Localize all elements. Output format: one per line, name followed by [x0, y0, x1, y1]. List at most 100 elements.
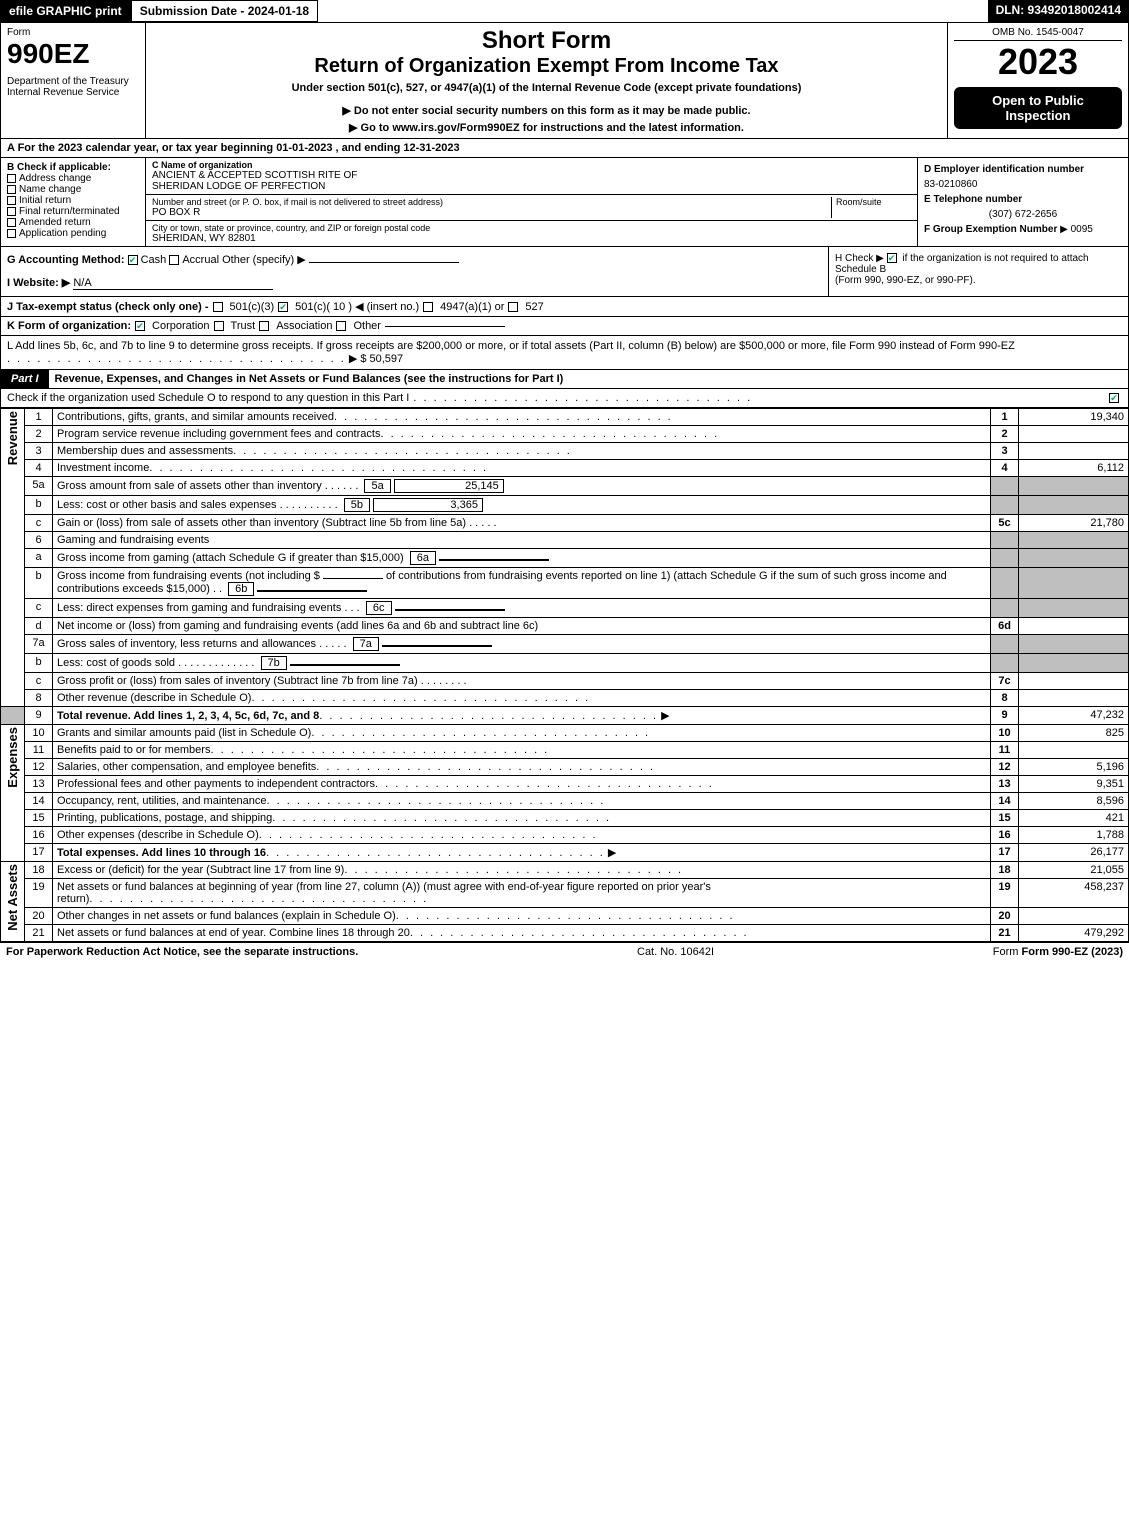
application-pending-checkbox[interactable] [7, 229, 16, 238]
line-19-amt: 458,237 [1019, 879, 1129, 908]
line-13-desc: Professional fees and other payments to … [57, 778, 375, 790]
line-14-rnum: 14 [991, 793, 1019, 810]
line-21-num: 21 [25, 925, 53, 942]
line-6b-gray [991, 568, 1019, 599]
line-15-rnum: 15 [991, 810, 1019, 827]
k-corp-checkbox[interactable] [135, 321, 145, 331]
name-change-checkbox[interactable] [7, 185, 16, 194]
bcd-block: B Check if applicable: Address change Na… [0, 158, 1129, 247]
j-501c3-checkbox[interactable] [213, 302, 223, 312]
amended-return-checkbox[interactable] [7, 218, 16, 227]
line-7b-desc: Less: cost of goods sold [57, 657, 175, 669]
accrual-label: Accrual [182, 254, 219, 266]
line-2-rnum: 2 [991, 426, 1019, 443]
line-18-amt: 21,055 [1019, 862, 1129, 879]
section-g: G Accounting Method: Cash Accrual Other … [1, 247, 828, 296]
d-ein-label: D Employer identification number [924, 164, 1084, 175]
line-5b-gray [991, 496, 1019, 515]
line-13-rnum: 13 [991, 776, 1019, 793]
dots: . . . . . . . . . . . . . . . . . . . . … [210, 744, 549, 756]
line-5a-desc: Gross amount from sale of assets other t… [57, 480, 322, 492]
line-6-num: 6 [25, 532, 53, 549]
final-return-checkbox[interactable] [7, 207, 16, 216]
line-10-amt: 825 [1019, 725, 1129, 742]
irs-label: Internal Revenue Service [7, 87, 139, 98]
j-527-checkbox[interactable] [508, 302, 518, 312]
dots: . . . . . . . . . . . . . . . . . . . . … [319, 710, 658, 722]
schedule-o-checkbox[interactable] [1109, 393, 1119, 403]
cash-checkbox[interactable] [128, 255, 138, 265]
line-20-desc: Other changes in net assets or fund bala… [57, 910, 396, 922]
dots: . . . . . . . . . . . . . . . . . . . . … [267, 795, 606, 807]
line-6-desc: Gaming and fundraising events [53, 532, 991, 549]
line-5a-gray [991, 477, 1019, 496]
dots: . . . . . . . . . . . . . . . . . . . . … [410, 927, 749, 939]
line-9-amt: 47,232 [1019, 707, 1129, 725]
line-17-num: 17 [25, 844, 53, 862]
k-corp: Corporation [152, 320, 209, 332]
dots: . . . . . . . . . . . . . . . . . . . . … [334, 411, 673, 423]
h-check-label: H Check ▶ [835, 253, 884, 264]
line-3-amt [1019, 443, 1129, 460]
line-15-num: 15 [25, 810, 53, 827]
line-10-rnum: 10 [991, 725, 1019, 742]
addr-change-label: Address change [19, 173, 91, 184]
part-1-table: Revenue 1 Contributions, gifts, grants, … [0, 408, 1129, 942]
line-11-rnum: 11 [991, 742, 1019, 759]
part-1-header: Part I Revenue, Expenses, and Changes in… [0, 370, 1129, 389]
line-2-num: 2 [25, 426, 53, 443]
org-name-1: ANCIENT & ACCEPTED SCOTTISH RITE OF [152, 170, 911, 181]
tax-year: 2023 [954, 41, 1122, 83]
accrual-checkbox[interactable] [169, 255, 179, 265]
line-1-num: 1 [25, 409, 53, 426]
amended-return-label: Amended return [19, 217, 91, 228]
line-6c-num: c [25, 599, 53, 618]
j-4947-checkbox[interactable] [423, 302, 433, 312]
efile-print-button[interactable]: efile GRAPHIC print [0, 0, 131, 22]
j-label: J Tax-exempt status (check only one) - [7, 301, 209, 313]
f-group-label: F Group Exemption Number [924, 224, 1057, 235]
line-8-rnum: 8 [991, 690, 1019, 707]
line-7b-num: b [25, 654, 53, 673]
line-19-rnum: 19 [991, 879, 1019, 908]
i-website-label: I Website: ▶ [7, 277, 70, 289]
line-5c-desc: Gain or (loss) from sale of assets other… [57, 517, 466, 529]
section-b-title: B Check if applicable: [7, 162, 139, 173]
line-5c-amt: 21,780 [1019, 515, 1129, 532]
line-11-desc: Benefits paid to or for members [57, 744, 210, 756]
org-address: PO BOX R [152, 207, 831, 218]
j-501c-checkbox[interactable] [278, 302, 288, 312]
go-to-link[interactable]: ▶ Go to www.irs.gov/Form990EZ for instru… [152, 121, 941, 134]
part-1-check: Check if the organization used Schedule … [0, 389, 1129, 408]
dots: . . . . . . . . . . . . . . . . . . . . … [89, 893, 428, 905]
line-5b-box: 5b [344, 498, 370, 512]
page-footer: For Paperwork Reduction Act Notice, see … [0, 942, 1129, 961]
h-checkbox[interactable] [887, 253, 897, 263]
ein-value: 83-0210860 [924, 177, 1122, 192]
j-opt3: 4947(a)(1) or [440, 301, 504, 313]
addr-change-checkbox[interactable] [7, 174, 16, 183]
section-a: A For the 2023 calendar year, or tax yea… [0, 139, 1129, 158]
line-12-rnum: 12 [991, 759, 1019, 776]
line-17-amt: 26,177 [1019, 844, 1129, 862]
k-trust-checkbox[interactable] [214, 321, 224, 331]
submission-date: Submission Date - 2024-01-18 [131, 0, 318, 22]
dots: . . . . . . . . . . . . . . . . . . . . … [259, 829, 598, 841]
section-j: J Tax-exempt status (check only one) - 5… [0, 297, 1129, 317]
initial-return-checkbox[interactable] [7, 196, 16, 205]
e-phone-label: E Telephone number [924, 194, 1022, 205]
line-6b-num: b [25, 568, 53, 599]
line-6b-box: 6b [228, 582, 254, 596]
website-value: N/A [73, 277, 273, 290]
line-10-num: 10 [25, 725, 53, 742]
line-7b-box: 7b [261, 656, 287, 670]
section-l: L Add lines 5b, 6c, and 7b to line 9 to … [0, 336, 1129, 370]
dots: . . . . . . . . . . . . . . . . . . . . … [380, 428, 719, 440]
dots: . . . . . . . . . . . . . . . . . . . . … [375, 778, 714, 790]
line-16-num: 16 [25, 827, 53, 844]
part-1-title: Revenue, Expenses, and Changes in Net As… [49, 370, 570, 388]
k-assoc-checkbox[interactable] [259, 321, 269, 331]
k-other-checkbox[interactable] [336, 321, 346, 331]
line-11-amt [1019, 742, 1129, 759]
line-4-num: 4 [25, 460, 53, 477]
